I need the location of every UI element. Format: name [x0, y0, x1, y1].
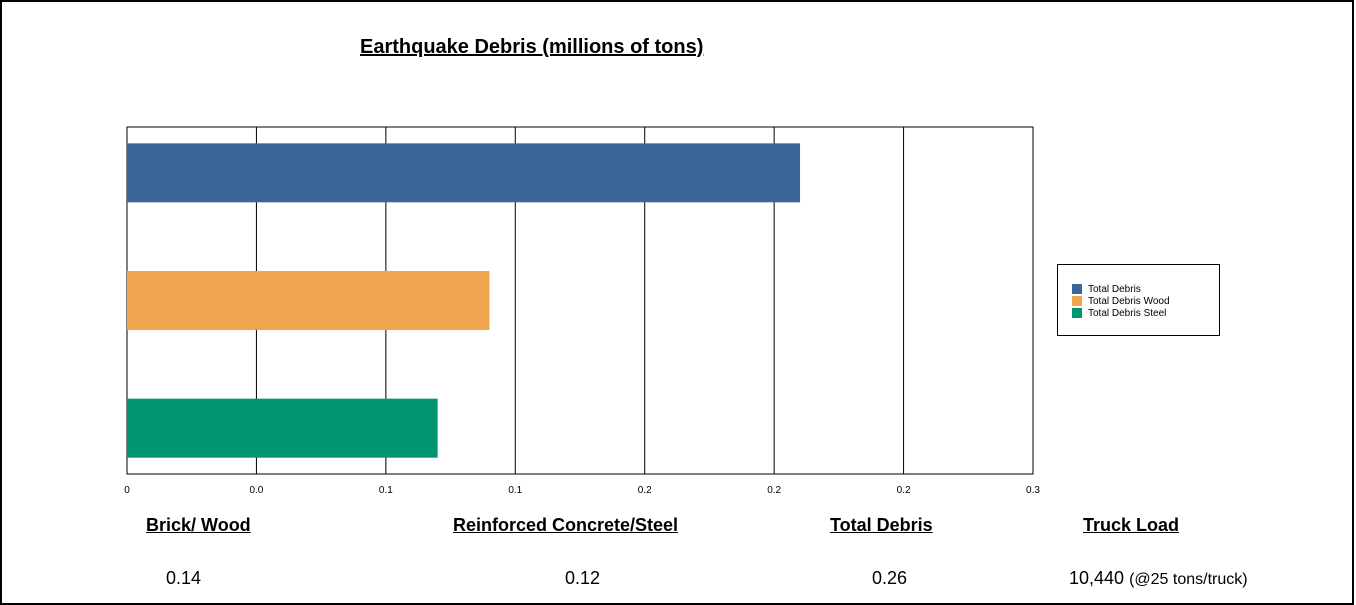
brick-wood-label: Brick/ Wood: [146, 515, 251, 536]
x-tick-label: 0.1: [379, 485, 393, 496]
truck-load-count: 10,440: [1069, 568, 1124, 588]
x-tick-label: 0.0: [249, 485, 263, 496]
bar-total-debris-wood: [127, 271, 489, 330]
truck-load-label: Truck Load: [1083, 515, 1179, 536]
total-debris-value: 0.26: [872, 568, 907, 589]
legend-item: Total Debris Wood: [1072, 295, 1219, 307]
legend-label: Total Debris Steel: [1088, 308, 1166, 319]
brick-wood-value: 0.14: [166, 568, 201, 589]
legend-swatch: [1072, 284, 1082, 294]
chart-legend: Total Debris Total Debris Wood Total Debri…: [1057, 264, 1220, 336]
truck-load-value: 10,440 (@25 tons/truck): [1069, 568, 1248, 589]
legend-item: Total Debris: [1072, 283, 1219, 295]
x-tick-label: 0.2: [897, 485, 911, 496]
x-tick-label: 0.2: [767, 485, 781, 496]
reinforced-concrete-steel-value: 0.12: [565, 568, 600, 589]
legend-label: Total Debris: [1088, 284, 1141, 295]
legend-label: Total Debris Wood: [1088, 296, 1170, 307]
legend-swatch: [1072, 308, 1082, 318]
legend-item: Total Debris Steel: [1072, 307, 1219, 319]
legend-swatch: [1072, 296, 1082, 306]
bar-total-debris-steel: [127, 399, 438, 458]
truck-load-note: (@25 tons/truck): [1129, 571, 1248, 588]
x-tick-label: 0.3: [1026, 485, 1040, 496]
x-tick-label: 0.1: [508, 485, 522, 496]
x-tick-label: 0: [124, 485, 130, 496]
total-debris-label: Total Debris: [830, 515, 933, 536]
reinforced-concrete-steel-label: Reinforced Concrete/Steel: [453, 515, 678, 536]
bar-total-debris: [127, 143, 800, 202]
x-tick-label: 0.2: [638, 485, 652, 496]
